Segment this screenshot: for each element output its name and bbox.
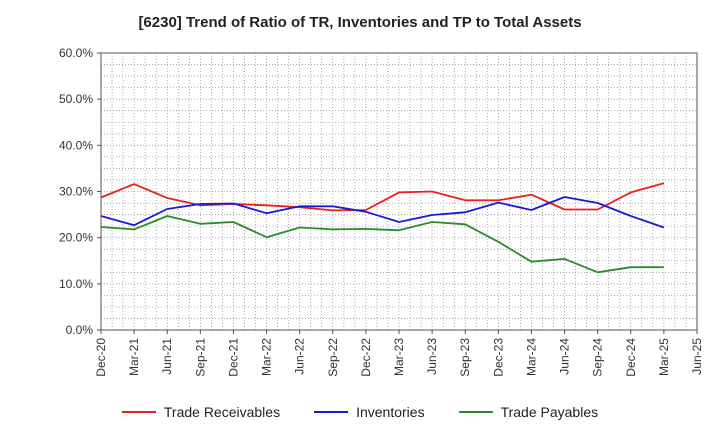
x-tick-label: Sep-23	[458, 338, 472, 377]
x-tick-label: Mar-25	[657, 338, 671, 376]
legend-swatch-trade-payables	[458, 411, 493, 413]
series-line-trade-payables	[100, 215, 664, 274]
x-tick-label: Jun-25	[690, 338, 704, 375]
y-tick-label: 10.0%	[59, 277, 93, 291]
x-tick-label: Mar-22	[260, 338, 274, 376]
x-tick-label: Mar-23	[392, 338, 406, 376]
y-tick-label: 40.0%	[59, 138, 93, 152]
x-tick-label: Dec-21	[226, 338, 240, 377]
x-tick-label: Jun-22	[293, 338, 307, 375]
legend-swatch-trade-receivables	[121, 411, 156, 413]
y-tick-label: 30.0%	[59, 185, 93, 199]
legend-item-inventories: Inventories	[314, 404, 425, 420]
x-tick-label: Dec-24	[624, 338, 638, 377]
x-tick-label: Dec-22	[359, 338, 373, 377]
x-tick-label: Dec-23	[491, 338, 505, 377]
x-tick-label: Sep-21	[193, 338, 207, 377]
legend-item-trade-payables: Trade Payables	[458, 404, 599, 420]
y-tick-label: 60.0%	[59, 46, 93, 60]
x-tick-label: Jun-24	[558, 338, 572, 375]
legend-swatch-inventories	[314, 411, 349, 413]
chart-legend: Trade Receivables Inventories Trade Paya…	[0, 404, 720, 420]
x-tick-label: Dec-20	[94, 338, 108, 377]
legend-label-inventories: Inventories	[356, 404, 425, 420]
x-tick-label: Jun-21	[160, 338, 174, 375]
legend-label-trade-payables: Trade Payables	[500, 404, 599, 420]
y-tick-label: 20.0%	[59, 231, 93, 245]
x-tick-label: Mar-21	[127, 338, 141, 376]
chart-title: [6230] Trend of Ratio of TR, Inventories…	[138, 14, 582, 31]
x-tick-label: Sep-22	[326, 338, 340, 377]
x-tick-label: Mar-24	[524, 338, 538, 376]
x-tick-label: Sep-24	[591, 338, 605, 377]
series-line-inventories	[100, 196, 665, 229]
legend-label-trade-receivables: Trade Receivables	[163, 404, 281, 420]
y-tick-label: 50.0%	[59, 92, 93, 106]
x-tick-label: Jun-23	[425, 338, 439, 375]
y-tick-label: 0.0%	[66, 323, 94, 337]
legend-item-trade-receivables: Trade Receivables	[121, 404, 281, 420]
